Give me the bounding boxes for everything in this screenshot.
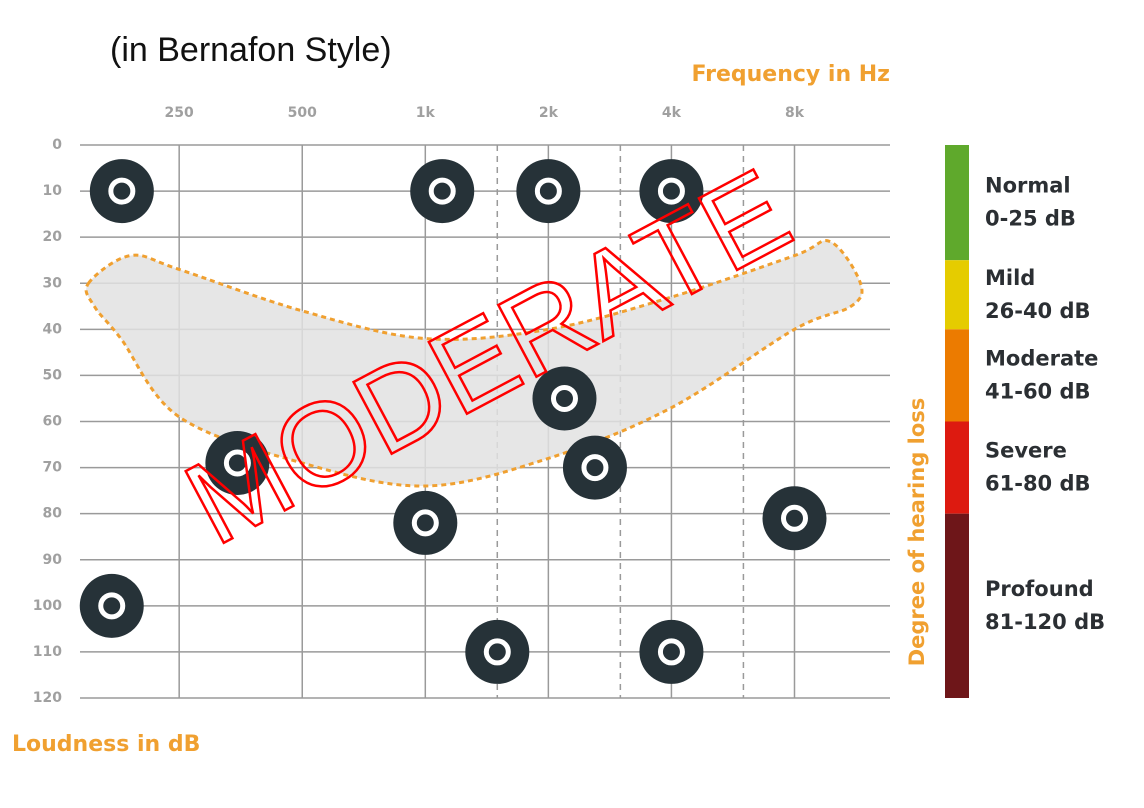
x-tick-label: 4k <box>662 105 682 121</box>
x-tick-label: 500 <box>288 105 317 121</box>
y-tick-label: 80 <box>43 506 63 522</box>
icon-glyph <box>780 504 808 532</box>
x-tick-label: 250 <box>165 105 194 121</box>
chart-title: (in Bernafon Style) <box>110 31 392 69</box>
band-name: Severe <box>985 439 1067 463</box>
sound-icon <box>562 435 627 500</box>
y-tick-label: 20 <box>43 229 63 245</box>
x-tick-label: 1k <box>416 105 436 121</box>
x-tick-label: 2k <box>539 105 559 121</box>
sound-icon <box>516 159 581 224</box>
y-tick-label: 100 <box>33 598 62 614</box>
band-range: 0-25 dB <box>985 207 1076 231</box>
sound-icon <box>639 619 704 684</box>
y-axis-label: Loudness in dB <box>12 732 200 757</box>
sound-icon <box>393 490 458 555</box>
icon-glyph <box>550 384 578 412</box>
x-axis-label: Frequency in Hz <box>691 62 890 87</box>
degree-band <box>945 329 969 422</box>
y-tick-label: 0 <box>52 137 62 153</box>
sound-icon <box>532 366 597 431</box>
y-tick-label: 30 <box>43 275 63 291</box>
y-tick-label: 10 <box>43 183 63 199</box>
y-tick-label: 120 <box>33 690 62 706</box>
icon-glyph <box>657 638 685 666</box>
sound-icon <box>762 486 827 551</box>
degree-band <box>945 513 969 698</box>
sound-icon <box>465 619 530 684</box>
band-name: Moderate <box>985 346 1098 370</box>
y-tick-label: 110 <box>33 644 62 660</box>
icon-glyph <box>428 177 456 205</box>
icon-glyph <box>483 638 511 666</box>
icon-glyph <box>98 592 126 620</box>
degree-label: Degree of hearing loss <box>905 398 929 667</box>
x-tick-label: 8k <box>785 105 805 121</box>
degree-band <box>945 260 969 330</box>
y-tick-label: 90 <box>43 552 63 568</box>
sound-icon <box>89 159 154 224</box>
icon-glyph <box>581 454 609 482</box>
y-tick-label: 40 <box>43 321 63 337</box>
band-range: 81-120 dB <box>985 610 1105 634</box>
band-range: 41-60 dB <box>985 379 1091 403</box>
sound-icon <box>639 159 704 224</box>
band-name: Mild <box>985 266 1035 290</box>
sound-icon <box>79 573 144 638</box>
icon-glyph <box>108 177 136 205</box>
band-range: 61-80 dB <box>985 472 1091 496</box>
degree-band <box>945 145 969 261</box>
band-name: Normal <box>985 174 1071 198</box>
degree-band <box>945 421 969 514</box>
icon-glyph <box>657 177 685 205</box>
band-range: 26-40 dB <box>985 299 1091 323</box>
icon-glyph <box>411 509 439 537</box>
band-name: Profound <box>985 577 1094 601</box>
sound-icon <box>205 430 270 495</box>
icon-glyph <box>534 177 562 205</box>
sound-icon <box>410 159 475 224</box>
y-tick-label: 50 <box>43 367 63 383</box>
icon-glyph <box>223 449 251 477</box>
y-tick-label: 60 <box>43 414 63 430</box>
y-tick-label: 70 <box>43 460 63 476</box>
